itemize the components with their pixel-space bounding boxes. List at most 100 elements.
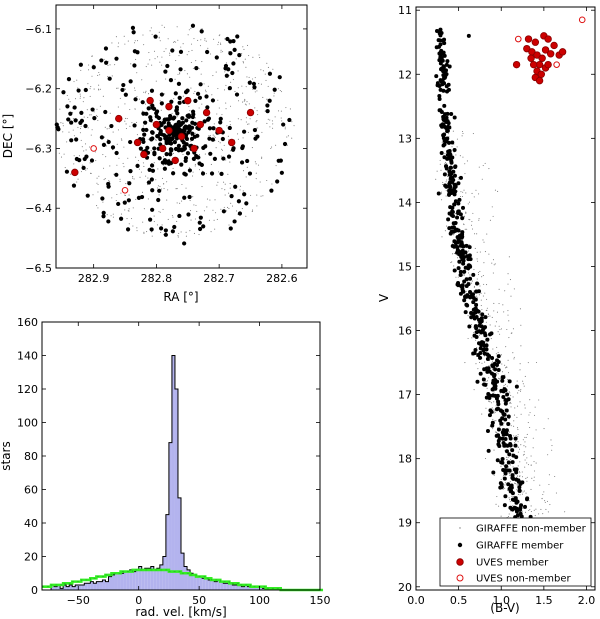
cmd-giraffe-member-point xyxy=(438,27,443,32)
rv-histogram-bar xyxy=(90,581,94,590)
sky-giraffe-nonmember-point xyxy=(145,90,147,92)
sky-giraffe-nonmember-point xyxy=(269,126,271,128)
sky-giraffe-nonmember-point xyxy=(146,231,148,233)
cmd-giraffe-nonmember-point xyxy=(547,511,549,513)
cmd-giraffe-member-point xyxy=(458,291,463,296)
cmd-giraffe-member-point xyxy=(513,436,518,441)
sky-giraffe-nonmember-point xyxy=(109,112,111,114)
sky-giraffe-nonmember-point xyxy=(107,138,109,141)
sky-giraffe-nonmember-point xyxy=(102,95,104,97)
rv-histogram-bar xyxy=(69,584,73,590)
sky-giraffe-nonmember-point xyxy=(206,198,209,200)
cmd-giraffe-member-point xyxy=(453,199,458,204)
sky-giraffe-nonmember-point xyxy=(176,116,178,118)
cmd-giraffe-member-point xyxy=(455,250,460,255)
sky-giraffe-nonmember-point xyxy=(79,93,81,95)
sky-giraffe-member-point xyxy=(125,227,131,232)
sky-giraffe-member-point xyxy=(282,141,288,147)
cmd-giraffe-nonmember-point xyxy=(478,294,480,296)
cmd-giraffe-nonmember-point xyxy=(492,368,494,371)
cmd-giraffe-nonmember-point xyxy=(479,251,481,253)
cmd-giraffe-nonmember-point xyxy=(489,324,491,326)
sky-giraffe-member-point xyxy=(150,103,155,108)
cmd-giraffe-nonmember-point xyxy=(481,413,483,415)
sky-giraffe-nonmember-point xyxy=(190,43,193,45)
sky-giraffe-nonmember-point xyxy=(149,30,151,32)
sky-giraffe-member-point xyxy=(149,163,155,168)
cmd-giraffe-nonmember-point xyxy=(494,410,496,412)
sky-giraffe-nonmember-point xyxy=(95,159,97,162)
sky-giraffe-member-point xyxy=(69,120,74,125)
sky-giraffe-nonmember-point xyxy=(106,214,108,216)
cmd-giraffe-nonmember-point xyxy=(464,228,466,230)
sky-giraffe-nonmember-point xyxy=(123,35,125,37)
rv-histogram-bar xyxy=(223,583,227,590)
cmd-giraffe-nonmember-point xyxy=(462,191,464,193)
sky-giraffe-nonmember-point xyxy=(159,211,161,213)
cmd-giraffe-member-point xyxy=(450,214,455,219)
cmd-giraffe-nonmember-point xyxy=(525,492,527,494)
sky-giraffe-member-point xyxy=(165,63,170,69)
sky-giraffe-member-point xyxy=(140,100,145,105)
sky-giraffe-nonmember-point xyxy=(98,89,100,91)
cmd-giraffe-nonmember-point xyxy=(520,444,522,446)
sky-giraffe-nonmember-point xyxy=(235,58,237,60)
cmd-giraffe-nonmember-point xyxy=(483,283,485,285)
sky-giraffe-member-point xyxy=(107,76,112,81)
sky-giraffe-nonmember-point xyxy=(90,134,92,136)
sky-giraffe-member-point xyxy=(176,81,182,86)
cmd-giraffe-member-point xyxy=(444,62,449,67)
sky-giraffe-nonmember-point xyxy=(134,40,136,42)
sky-giraffe-member-point xyxy=(116,201,121,207)
sky-giraffe-nonmember-point xyxy=(91,129,93,131)
sky-giraffe-member-point xyxy=(252,85,257,90)
sky-giraffe-nonmember-point xyxy=(82,101,84,103)
sky-giraffe-nonmember-point xyxy=(256,90,258,92)
rv-histogram-bar xyxy=(78,584,82,590)
sky-giraffe-nonmember-point xyxy=(161,177,164,180)
sky-giraffe-nonmember-point xyxy=(143,165,145,167)
cmd-giraffe-nonmember-point xyxy=(476,347,478,349)
cmd-giraffe-nonmember-point xyxy=(491,316,493,319)
sky-giraffe-nonmember-point xyxy=(130,63,132,65)
sky-giraffe-member-point xyxy=(149,136,154,142)
cmd-giraffe-nonmember-point xyxy=(522,439,524,441)
sky-giraffe-member-point xyxy=(66,117,71,122)
cmd-giraffe-nonmember-point xyxy=(550,439,552,441)
sky-giraffe-nonmember-point xyxy=(153,50,156,52)
cmd-giraffe-nonmember-point xyxy=(500,465,502,467)
sky-giraffe-nonmember-point xyxy=(134,89,136,91)
sky-giraffe-nonmember-point xyxy=(135,58,137,61)
cmd-giraffe-nonmember-point xyxy=(524,441,526,443)
cmd-giraffe-nonmember-point xyxy=(517,446,520,448)
cmd-giraffe-nonmember-point xyxy=(504,383,506,385)
sky-giraffe-nonmember-point xyxy=(177,236,179,238)
sky-giraffe-member-point xyxy=(74,156,79,162)
sky-giraffe-nonmember-point xyxy=(103,136,106,138)
cmd-giraffe-nonmember-point xyxy=(512,496,515,498)
rv-histogram-bar xyxy=(147,568,151,590)
sky-giraffe-nonmember-point xyxy=(213,135,215,137)
sky-giraffe-nonmember-point xyxy=(224,194,226,196)
cmd-giraffe-nonmember-point xyxy=(469,274,471,276)
cmd-giraffe-member-point xyxy=(452,173,457,178)
sky-giraffe-nonmember-point xyxy=(277,88,279,90)
cmd-giraffe-nonmember-point xyxy=(519,461,521,463)
rv-xtick-label: 0 xyxy=(135,594,142,607)
cmd-giraffe-member-point xyxy=(495,379,500,384)
rv-histogram-bar xyxy=(241,586,245,590)
cmd-giraffe-nonmember-point xyxy=(500,478,502,480)
sky-giraffe-nonmember-point xyxy=(279,90,281,92)
cmd-giraffe-nonmember-point xyxy=(444,230,446,232)
cmd-giraffe-nonmember-point xyxy=(480,299,482,301)
sky-giraffe-nonmember-point xyxy=(242,46,244,48)
sky-giraffe-member-point xyxy=(209,171,215,176)
sky-giraffe-nonmember-point xyxy=(81,146,83,148)
cmd-giraffe-nonmember-point xyxy=(455,154,457,156)
sky-giraffe-member-point xyxy=(269,188,274,193)
cmd-giraffe-nonmember-point xyxy=(492,215,494,217)
cmd-giraffe-nonmember-point xyxy=(468,250,470,252)
sky-giraffe-nonmember-point xyxy=(291,121,293,123)
cmd-giraffe-nonmember-point xyxy=(535,462,537,464)
sky-giraffe-nonmember-point xyxy=(151,231,153,233)
